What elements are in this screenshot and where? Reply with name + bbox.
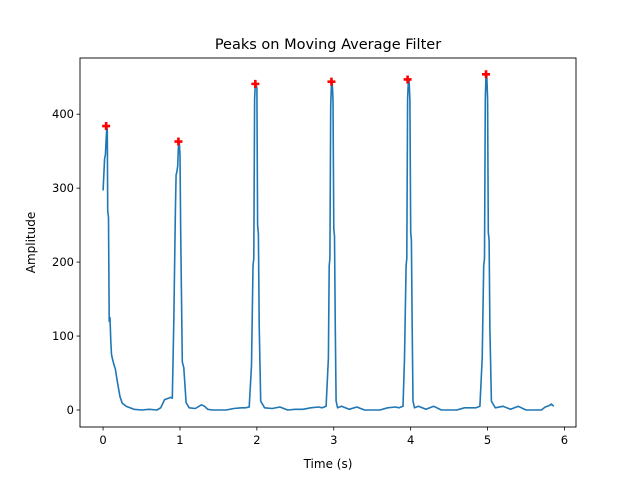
x-tick-label: 3: [330, 433, 337, 447]
x-tick-label: 4: [407, 433, 414, 447]
x-axis-label: Time (s): [303, 457, 353, 471]
peaks-layer: [102, 70, 491, 146]
peak-marker: [251, 79, 260, 88]
peak-marker: [403, 75, 412, 84]
x-axis-ticks: 0 1 2 3 4 5 6: [99, 427, 568, 447]
y-tick-label: 300: [52, 181, 74, 195]
signal-line: [102, 73, 555, 411]
x-tick-label: 0: [99, 433, 106, 447]
chart-title: Peaks on Moving Average Filter: [215, 37, 441, 53]
x-tick-label: 6: [561, 433, 568, 447]
peak-marker: [482, 70, 491, 79]
series-layer: [102, 73, 555, 411]
y-axis-ticks: 0 100 200 300 400: [52, 107, 80, 417]
peak-marker: [327, 77, 336, 86]
peak-marker: [102, 122, 111, 131]
x-tick-label: 1: [176, 433, 183, 447]
y-tick-label: 400: [52, 107, 74, 121]
y-tick-label: 0: [67, 403, 74, 417]
y-axis-label: Amplitude: [24, 212, 38, 274]
y-tick-label: 200: [52, 255, 74, 269]
x-tick-label: 5: [484, 433, 491, 447]
plot-frame: [79, 57, 577, 428]
peak-marker: [174, 137, 183, 146]
y-tick-label: 100: [52, 329, 74, 343]
x-tick-label: 2: [253, 433, 260, 447]
